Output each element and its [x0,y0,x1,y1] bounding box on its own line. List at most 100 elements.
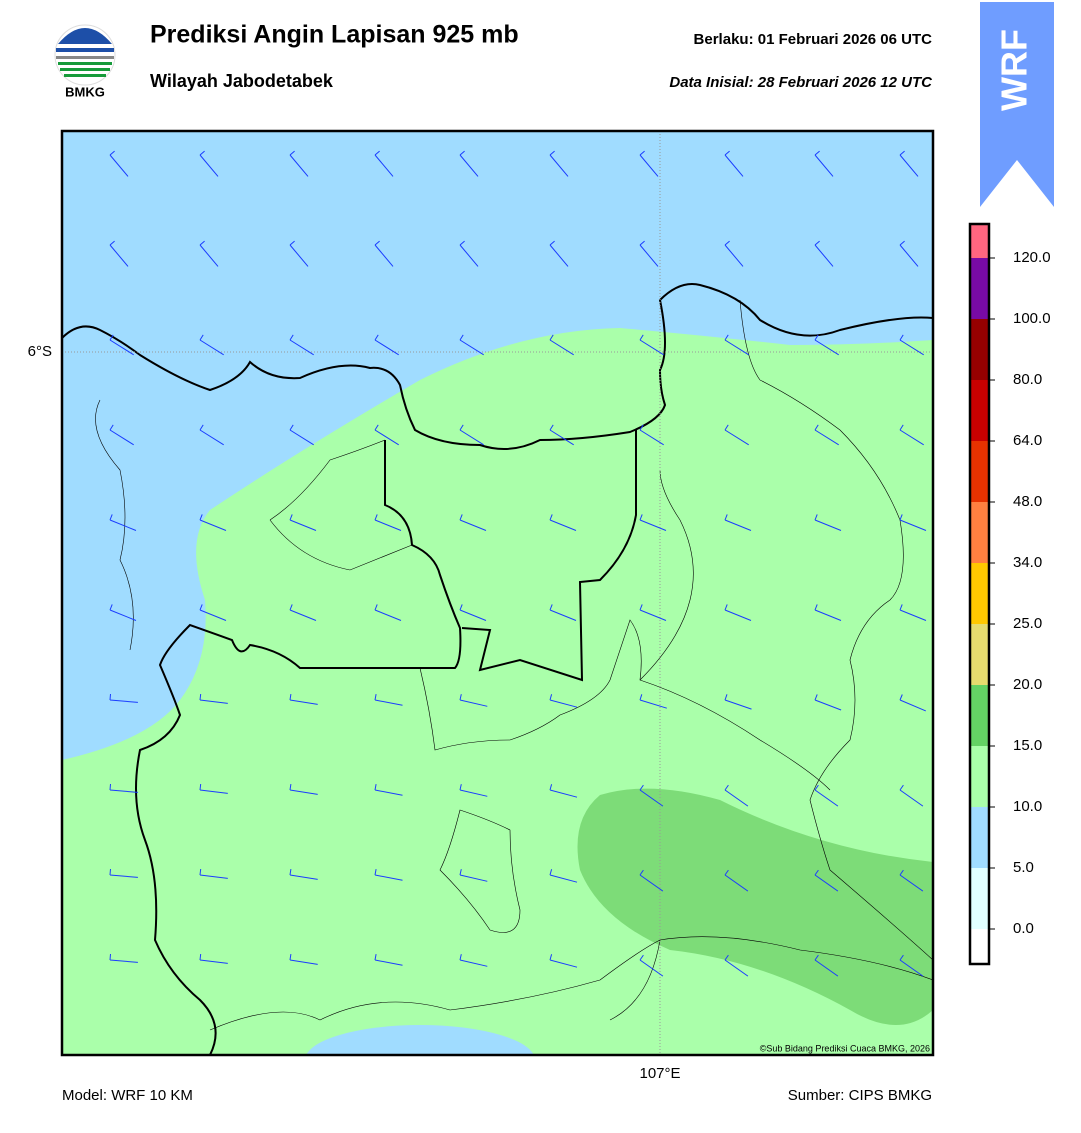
footer-model: Model: WRF 10 KM [62,1087,193,1104]
wind-barb [549,869,578,883]
wind-barb [899,150,919,177]
lat-label: 6°S [28,343,52,360]
colorbar-segment [970,685,989,746]
wind-barb [459,334,484,356]
wind-barb [549,784,578,798]
colorbar-segment [970,380,989,441]
wind-barb [289,604,317,621]
wind-barb [459,424,484,446]
wind-barb [814,954,839,977]
wind-barb [549,334,574,356]
wind-barb [199,868,228,879]
wind-barb [639,150,659,177]
wind-barb [459,150,479,177]
wind-barb [289,424,314,446]
wind-barb [639,424,664,446]
wind-barb [109,868,138,878]
wind-barb [724,334,749,356]
wrf-badge: WRF [980,2,1054,207]
wind-barb [199,783,228,794]
wind-barb [459,784,488,797]
admin-borders [95,299,933,1031]
wind-barb [639,334,664,356]
colorbar-segment [970,868,989,929]
wind-barb [374,334,399,356]
wind-barb [899,334,924,356]
wind-barb [814,334,839,356]
wind-barb [724,694,752,710]
wind-barb [374,514,402,531]
colorbar-label: 5.0 [1013,859,1034,876]
wind-barb [199,240,219,267]
wind-barb [899,869,924,892]
wind-barb [109,424,134,446]
wind-barb [109,953,138,963]
colorbar-label: 80.0 [1013,371,1042,388]
wind-barb [814,869,839,892]
wind-barb [289,150,309,177]
colorbar-segment [970,502,989,563]
wind-barb [199,514,227,531]
wind-barb [374,424,399,446]
wind-barb [814,604,842,621]
wind-barb [639,604,667,621]
colorbar-segment [970,807,989,868]
wind-barb [289,240,309,267]
wind-barb [639,869,664,892]
colorbar-label: 48.0 [1013,493,1042,510]
wind-barb [724,150,744,177]
wind-barb [724,869,749,892]
wind-barb [374,784,403,796]
wind-barbs [109,150,927,977]
credit: ©Sub Bidang Prediksi Cuaca BMKG, 2026 [760,1043,930,1053]
wind-barb [549,424,574,446]
subtitle: Wilayah Jabodetabek [150,71,334,91]
wind-barb [109,604,137,621]
wind-barb [639,954,664,977]
wind-barb [109,334,134,356]
colorbar: 120.0 100.0 80.0 64.0 48.0 34.0 25.0 20.0 15.0 10… [968,222,1051,966]
valid-time: Berlaku: 01 Februari 2026 06 UTC [694,31,933,48]
wind-barb [899,514,927,531]
wind-barb [549,240,569,267]
colorbar-label: 15.0 [1013,737,1042,754]
wind-barb [289,334,314,356]
wind-barb [724,240,744,267]
map: ©Sub Bidang Prediksi Cuaca BMKG, 2026 [62,131,933,1055]
wind-barb [549,514,577,531]
wind-barb [459,694,488,707]
wind-barb [459,514,487,531]
colorbar-segment [970,319,989,380]
wind-barb [814,424,839,446]
wind-barb [199,604,227,621]
wind-barb [639,694,667,709]
wind-barb [814,514,842,531]
map-frame [60,129,935,1057]
wind-barb [549,604,577,621]
wind-barb [289,784,318,795]
wind-barb [724,424,749,446]
wind-barb [459,869,488,882]
colorbar-label: 25.0 [1013,615,1042,632]
badge-text: WRF [994,29,1035,111]
wind-barb [724,954,749,977]
wind-barb [814,784,839,807]
wind-barb [374,694,403,706]
wind-barb [199,953,228,964]
wind-barb [814,150,834,177]
colorbar-label: 10.0 [1013,798,1042,815]
wind-barb [549,694,578,708]
colorbar-segment [970,441,989,502]
wind-barb [289,869,318,880]
initial-time: Data Inisial: 28 Februari 2026 12 UTC [669,74,933,91]
wind-barb [549,150,569,177]
wind-barb [639,514,667,531]
colorbar-frame [968,222,991,966]
wind-barb [459,240,479,267]
wind-barb [899,954,924,977]
wind-barb [899,240,919,267]
wind-barb [109,783,138,793]
colorbar-label: 20.0 [1013,676,1042,693]
wind-barb [724,514,752,531]
